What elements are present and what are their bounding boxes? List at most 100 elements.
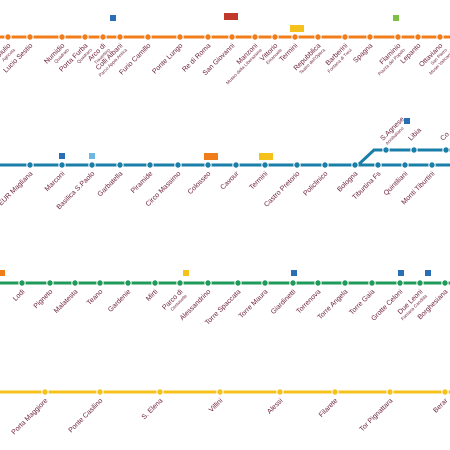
station bbox=[58, 33, 66, 41]
station bbox=[204, 33, 212, 41]
station-name: Torrenova bbox=[295, 288, 322, 315]
station bbox=[146, 161, 154, 169]
station bbox=[124, 279, 132, 287]
station-name: Libia bbox=[407, 127, 422, 142]
station bbox=[58, 161, 66, 169]
parking-icon bbox=[59, 153, 65, 159]
station bbox=[410, 146, 418, 154]
station-label: Berar bbox=[432, 397, 450, 415]
station bbox=[331, 388, 339, 396]
line-b bbox=[0, 148, 450, 167]
station bbox=[351, 161, 359, 169]
station-name: Marconi bbox=[44, 170, 67, 193]
station-label: Gardenie bbox=[107, 288, 132, 313]
station-label: Colosseo bbox=[187, 170, 213, 196]
station bbox=[176, 33, 184, 41]
station bbox=[96, 279, 104, 287]
station bbox=[341, 279, 349, 287]
station-label: Piramide bbox=[130, 170, 155, 195]
station bbox=[396, 279, 404, 287]
station-name: EUR Magliana bbox=[0, 170, 34, 207]
station bbox=[366, 33, 374, 41]
station bbox=[116, 161, 124, 169]
station bbox=[276, 388, 284, 396]
station bbox=[156, 388, 164, 396]
station bbox=[394, 33, 402, 41]
station-label: S.AgneseAnnibaliano bbox=[379, 116, 409, 146]
station bbox=[314, 279, 322, 287]
station-name: Torre Maura bbox=[238, 288, 270, 320]
station bbox=[46, 279, 54, 287]
station bbox=[144, 33, 152, 41]
station-name: Spagna bbox=[352, 42, 374, 64]
station-name: Termini bbox=[249, 170, 270, 191]
station bbox=[204, 279, 212, 287]
interchange-icon bbox=[0, 270, 5, 276]
station-label: Pigneto bbox=[33, 288, 55, 310]
station-label: Spagna bbox=[352, 42, 374, 64]
station-name: Bologna bbox=[336, 170, 359, 193]
station-label: Bologna bbox=[336, 170, 359, 193]
station-label: Villini bbox=[208, 397, 225, 414]
parking-icon bbox=[425, 270, 431, 276]
station bbox=[151, 279, 159, 287]
station bbox=[116, 33, 124, 41]
station-label: Mirti bbox=[145, 288, 160, 303]
station-label: Termini bbox=[249, 170, 270, 191]
station-name: Policlinico bbox=[302, 170, 329, 197]
station bbox=[441, 279, 449, 287]
station-name: S. Elena bbox=[141, 397, 165, 421]
interchange-icon bbox=[259, 153, 273, 160]
station-label: Malatesta bbox=[53, 288, 79, 314]
station bbox=[228, 33, 236, 41]
station-name: Castro Pretorio bbox=[263, 170, 301, 208]
station bbox=[414, 33, 422, 41]
station-label: VittorioEmanuele bbox=[259, 42, 283, 66]
station-label: Quintiliani bbox=[383, 170, 410, 197]
station-label: Ponte Lungo bbox=[151, 42, 184, 75]
station-label: BarberiniFontana di Trevi bbox=[322, 42, 354, 74]
parking-icon bbox=[110, 15, 116, 21]
interchange-icon bbox=[290, 25, 304, 32]
station bbox=[374, 161, 382, 169]
station bbox=[382, 146, 390, 154]
station-name: Ponte Casilino bbox=[68, 397, 105, 434]
station-label: Alessi bbox=[266, 397, 284, 415]
station-label: Tor Pignattara bbox=[359, 397, 395, 433]
parking-icon bbox=[404, 118, 410, 124]
interchange-icon bbox=[224, 13, 238, 20]
station-label: OttavianoSan PietroMusei Vaticani bbox=[418, 42, 450, 76]
station-label: Porta Maggiore bbox=[11, 397, 50, 436]
station bbox=[386, 388, 394, 396]
station bbox=[204, 161, 212, 169]
station-label: Co bbox=[439, 131, 450, 142]
station bbox=[234, 279, 242, 287]
station bbox=[26, 33, 34, 41]
station bbox=[99, 33, 107, 41]
station-label: Termini bbox=[279, 42, 300, 63]
station bbox=[232, 161, 240, 169]
station bbox=[289, 279, 297, 287]
station-name: Co bbox=[439, 131, 450, 142]
station-label: Garbatella bbox=[97, 170, 125, 198]
station bbox=[321, 161, 329, 169]
station bbox=[428, 161, 436, 169]
station-label: Cavour bbox=[219, 170, 240, 191]
station-label: Marconi bbox=[44, 170, 67, 193]
station-label: Teano bbox=[86, 288, 105, 307]
station bbox=[216, 388, 224, 396]
station bbox=[271, 33, 279, 41]
station bbox=[401, 161, 409, 169]
station-name: Berar bbox=[432, 397, 450, 415]
station-label: Giardinetti bbox=[270, 288, 298, 316]
station bbox=[4, 33, 12, 41]
station-label: Castro Pretorio bbox=[263, 170, 301, 208]
station-name: Cavour bbox=[219, 170, 240, 191]
parking-icon bbox=[89, 153, 95, 159]
station-name: Villini bbox=[208, 397, 225, 414]
station-name: Piramide bbox=[130, 170, 155, 195]
station bbox=[261, 279, 269, 287]
station-label: Filarete bbox=[318, 397, 340, 419]
station bbox=[341, 33, 349, 41]
